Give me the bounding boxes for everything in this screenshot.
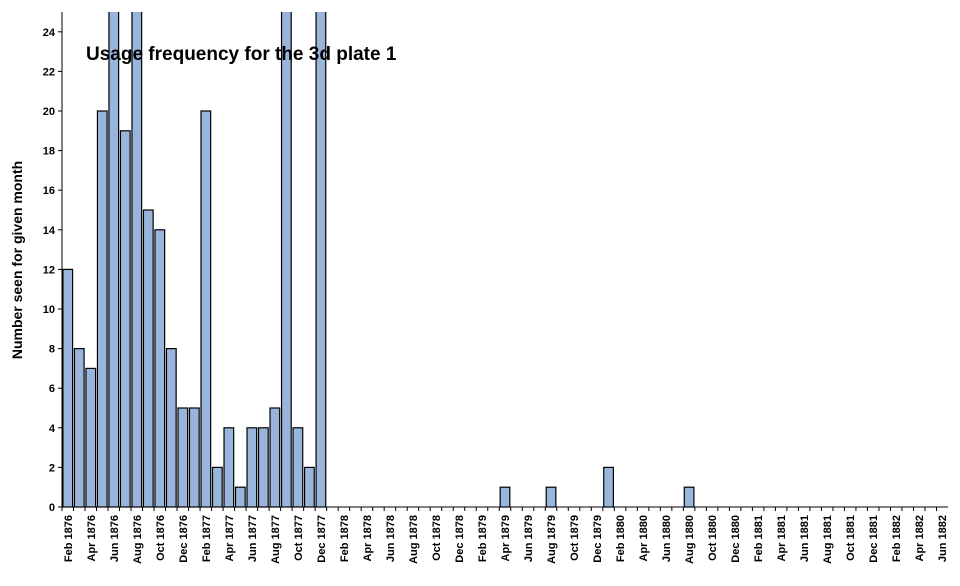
bar <box>499 486 511 508</box>
x-tick-label: Jun 1876 <box>109 515 121 562</box>
x-tick-label: Feb 1880 <box>615 515 627 562</box>
x-tick-label: Oct 1880 <box>707 515 719 561</box>
bar <box>303 466 315 508</box>
x-tick-label: Aug 1880 <box>684 515 696 564</box>
y-tick-label: 18 <box>43 146 55 158</box>
x-tick-label: Aug 1876 <box>132 515 144 564</box>
bar <box>85 367 97 508</box>
x-tick-label: Apr 1877 <box>224 515 236 561</box>
y-tick-label: 20 <box>43 106 55 118</box>
x-tick-label: Aug 1881 <box>822 515 834 564</box>
x-tick-label: Apr 1880 <box>638 515 650 561</box>
x-tick-label: Feb 1881 <box>753 515 765 562</box>
bar <box>108 12 120 508</box>
x-tick-label: Oct 1877 <box>293 515 305 561</box>
bar <box>603 466 614 508</box>
bar <box>154 229 166 508</box>
bar <box>246 427 258 508</box>
bar <box>165 348 177 508</box>
x-tick-label: Apr 1879 <box>500 515 512 561</box>
y-tick-label: 24 <box>43 27 56 39</box>
x-tick-label: Feb 1877 <box>201 515 213 562</box>
bar <box>257 427 269 508</box>
x-tick-label: Jun 1881 <box>799 515 811 562</box>
bar <box>73 348 85 508</box>
bar <box>234 486 246 508</box>
x-tick-label: Dec 1877 <box>316 515 328 563</box>
y-tick-label: 14 <box>43 225 56 237</box>
y-tick-label: 4 <box>49 423 56 435</box>
y-tick-label: 8 <box>49 344 55 356</box>
x-tick-label: Apr 1881 <box>776 515 788 561</box>
bar <box>177 407 189 508</box>
x-tick-label: Jun 1882 <box>937 515 949 562</box>
x-tick-label: Dec 1879 <box>592 515 604 563</box>
x-tick-label: Jun 1877 <box>247 515 259 562</box>
x-tick-label: Aug 1877 <box>270 515 282 564</box>
bar <box>545 486 557 508</box>
y-tick-label: 6 <box>49 383 55 395</box>
x-tick-label: Apr 1882 <box>914 515 926 561</box>
x-tick-label: Oct 1876 <box>155 515 167 561</box>
bar <box>683 486 695 508</box>
bar <box>315 12 327 508</box>
x-tick-label: Apr 1876 <box>86 515 98 561</box>
bar <box>269 407 281 508</box>
bar <box>280 12 292 508</box>
x-tick-label: Feb 1878 <box>339 515 351 562</box>
bar <box>62 268 74 508</box>
y-tick-label: 22 <box>43 66 55 78</box>
y-tick-label: 10 <box>43 304 55 316</box>
x-tick-label: Dec 1880 <box>730 515 742 563</box>
bar <box>142 209 154 508</box>
bar <box>96 110 108 508</box>
y-tick-label: 16 <box>43 185 55 197</box>
x-tick-label: Oct 1879 <box>569 515 581 561</box>
bar <box>292 427 304 508</box>
x-tick-label: Dec 1881 <box>868 515 880 563</box>
y-tick-label: 12 <box>43 264 55 276</box>
bar <box>119 130 131 508</box>
bar <box>131 12 143 508</box>
x-tick-label: Oct 1878 <box>431 515 443 561</box>
x-tick-label: Feb 1876 <box>63 515 75 562</box>
x-tick-label: Jun 1879 <box>523 515 535 562</box>
x-tick-label: Dec 1878 <box>454 515 466 563</box>
x-tick-label: Aug 1879 <box>546 515 558 564</box>
x-tick-label: Feb 1882 <box>891 515 903 562</box>
chart-title: Usage frequency for the 3d plate 1 <box>86 44 397 65</box>
bar <box>188 407 200 508</box>
bar <box>211 466 223 508</box>
y-tick-label: 2 <box>49 462 55 474</box>
x-tick-label: Feb 1879 <box>477 515 489 562</box>
bar <box>200 110 212 508</box>
bars <box>62 12 695 508</box>
y-tick-label: 0 <box>49 502 55 514</box>
x-tick-label: Dec 1876 <box>178 515 190 563</box>
bar <box>223 427 235 508</box>
x-tick-label: Oct 1881 <box>845 515 857 561</box>
x-tick-label: Apr 1878 <box>362 515 374 561</box>
x-tick-label: Jun 1880 <box>661 515 673 562</box>
x-tick-label: Aug 1878 <box>408 515 420 564</box>
x-tick-label: Jun 1878 <box>385 515 397 562</box>
y-axis-label: Number seen for given month <box>9 161 25 359</box>
